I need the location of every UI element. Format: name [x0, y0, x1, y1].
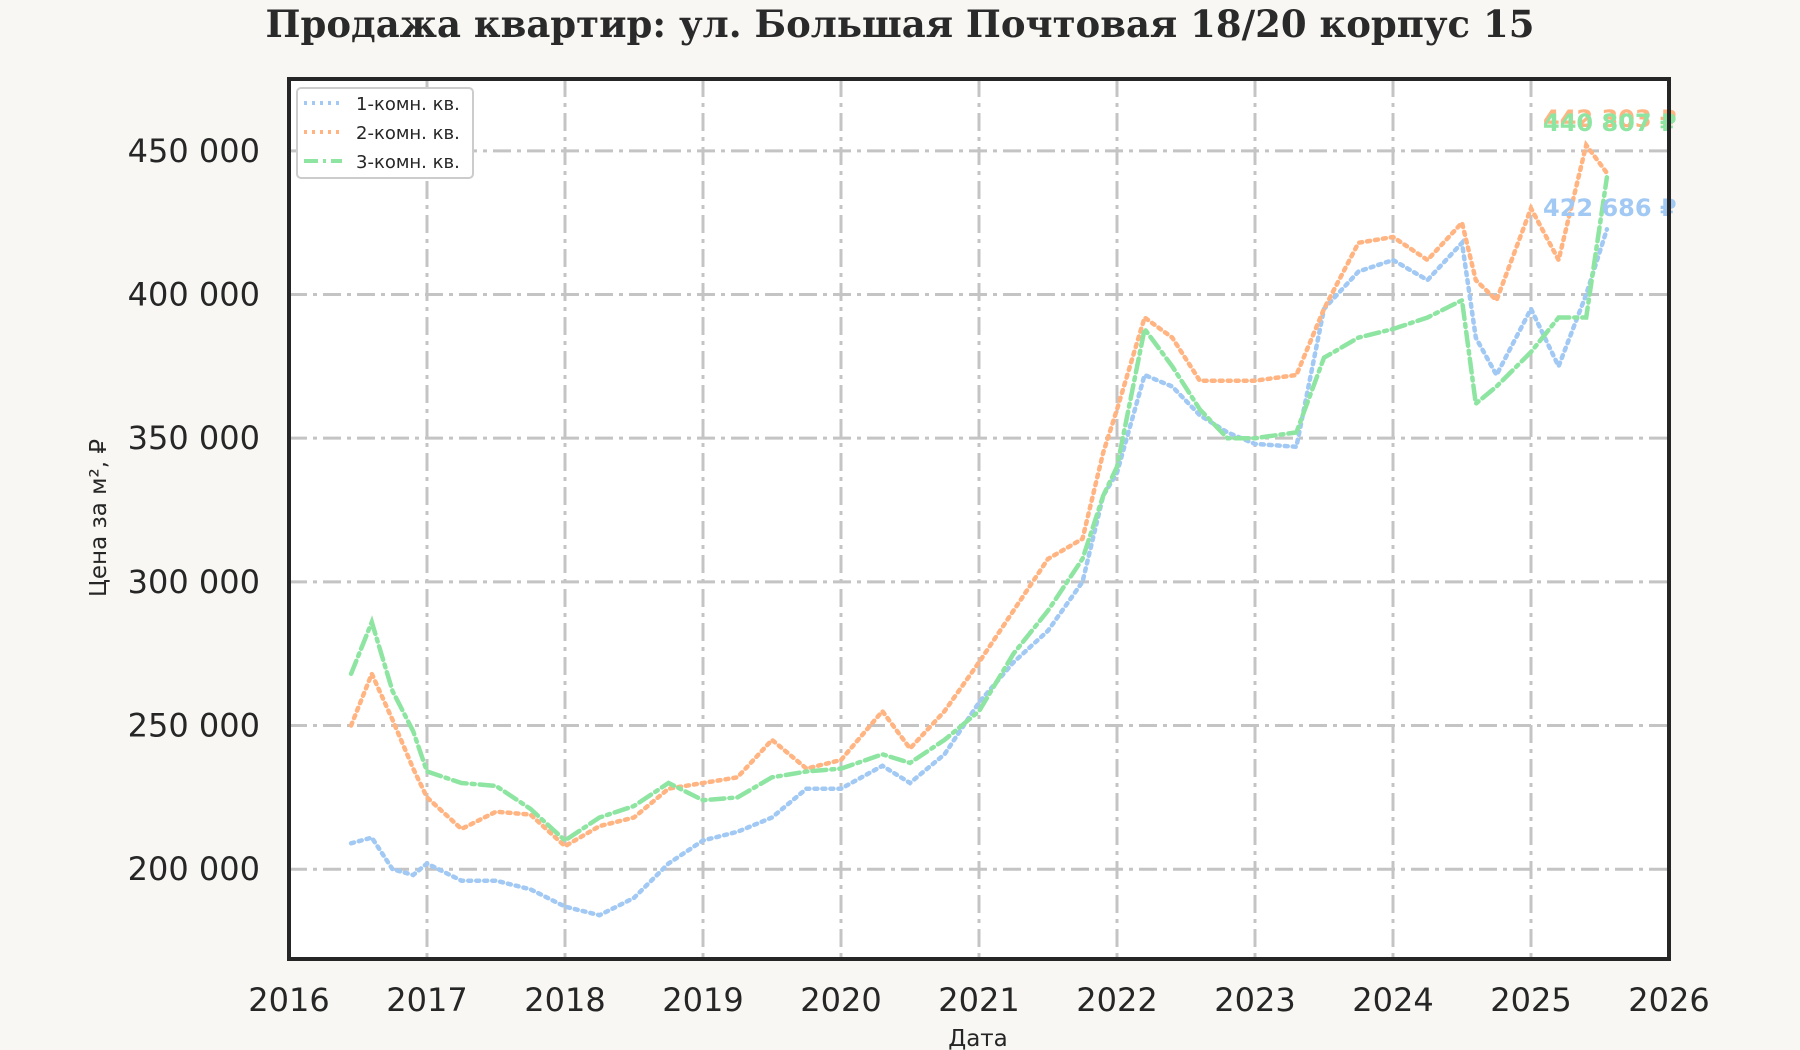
- x-tick-label: 2020: [800, 981, 881, 1019]
- y-tick-label: 400 000: [128, 276, 260, 314]
- x-tick-label: 2017: [386, 981, 467, 1019]
- series-line-2: [348, 139, 1610, 849]
- x-tick-label: 2021: [938, 981, 1019, 1019]
- legend: 1-комн. кв. 2-комн. кв. 3-комн. кв.: [296, 87, 474, 179]
- x-axis-ticks: 2016 2017 2018 2019 2020 2021 2022 2023 2024 2025…: [248, 981, 1709, 1019]
- x-tick-label: 2026: [1628, 981, 1709, 1019]
- series-line-1: [348, 227, 1610, 918]
- x-tick-label: 2018: [524, 981, 605, 1019]
- x-tick-label: 2023: [1214, 981, 1295, 1019]
- x-tick-label: 2024: [1352, 981, 1433, 1019]
- end-value-label: 440 807 ₽: [1543, 109, 1677, 137]
- series-line-3: [348, 175, 1610, 844]
- series-group: [348, 139, 1610, 918]
- y-tick-label: 450 000: [128, 132, 260, 170]
- x-axis-label: Дата: [948, 1026, 1008, 1050]
- y-tick-label: 250 000: [128, 707, 260, 745]
- end-value-label: 442 303 ₽: [1543, 105, 1677, 133]
- end-labels: 442 303 ₽440 807 ₽ 422 686 ₽: [1543, 105, 1677, 222]
- y-tick-label: 350 000: [128, 419, 260, 457]
- legend-label-2room: 2-комн. кв.: [356, 123, 460, 144]
- y-tick-label: 300 000: [128, 563, 260, 601]
- x-tick-label: 2016: [248, 981, 329, 1019]
- legend-label-1room: 1-комн. кв.: [356, 94, 460, 115]
- x-tick-label: 2025: [1490, 981, 1571, 1019]
- y-axis-ticks: 200 000 250 000 300 000 350 000 400 000 450 0…: [128, 132, 260, 888]
- y-tick-label: 200 000: [128, 850, 260, 888]
- legend-label-3room: 3-комн. кв.: [356, 152, 460, 173]
- chart-title: Продажа квартир: ул. Большая Почтовая 18…: [265, 2, 1535, 46]
- y-axis-label: Цена за м², ₽: [86, 439, 112, 597]
- plot-frame: [287, 77, 1671, 961]
- x-tick-label: 2019: [662, 981, 743, 1019]
- end-value-label: 422 686 ₽: [1543, 194, 1677, 222]
- x-tick-label: 2022: [1076, 981, 1157, 1019]
